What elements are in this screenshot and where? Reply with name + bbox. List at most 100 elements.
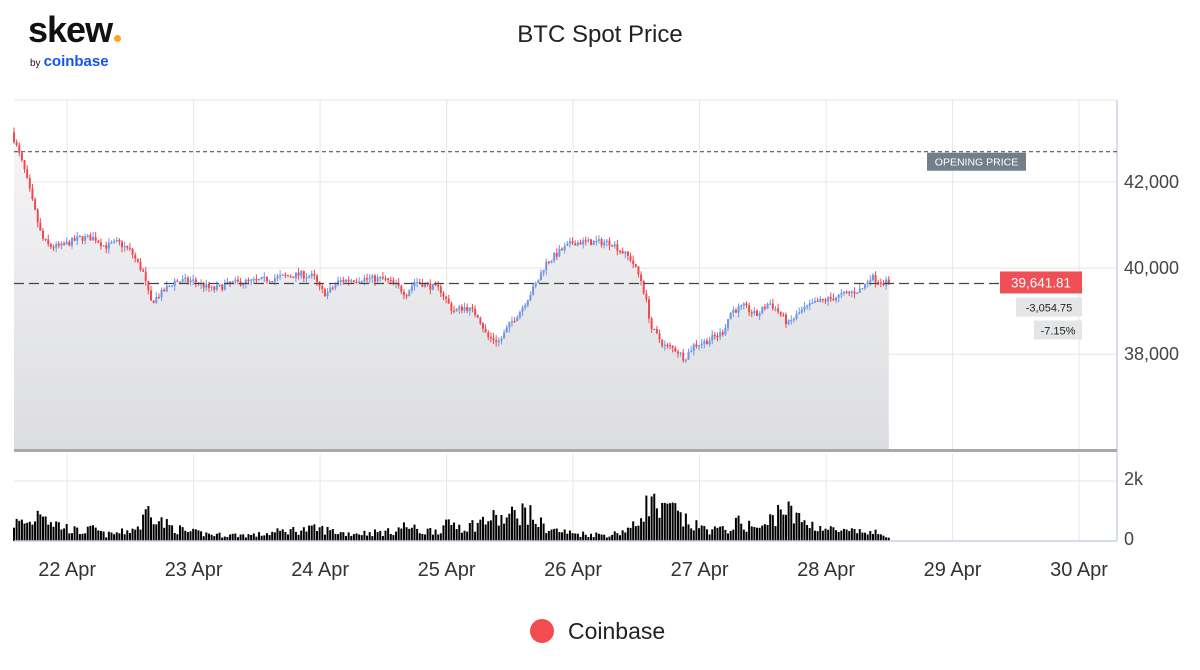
- candle-body: [558, 248, 561, 257]
- candle-body: [334, 284, 337, 288]
- volume-bar: [36, 510, 39, 541]
- candle: [600, 237, 603, 248]
- candle-body: [160, 289, 163, 298]
- candle: [300, 270, 303, 279]
- volume-bar: [481, 516, 484, 541]
- candle: [879, 278, 882, 288]
- candle: [703, 338, 706, 349]
- volume-bar: [107, 531, 110, 541]
- candle: [213, 285, 216, 293]
- candle-body: [821, 298, 824, 301]
- candle-body: [400, 285, 403, 292]
- volume-bar: [44, 516, 47, 541]
- candle: [682, 348, 685, 363]
- candle-body: [389, 280, 392, 282]
- candle: [584, 236, 587, 246]
- candle-body: [84, 236, 87, 241]
- volume-bar: [152, 524, 155, 541]
- volume-bar: [173, 532, 176, 541]
- volume-bar: [384, 530, 387, 541]
- candle-body: [887, 279, 890, 284]
- volume-bar: [534, 523, 537, 541]
- candle: [89, 232, 92, 241]
- candle: [856, 291, 859, 295]
- volume-bar: [329, 530, 332, 541]
- candle-body: [236, 279, 239, 282]
- price-change-label: -3,054.75: [1026, 302, 1072, 314]
- volume-bar: [281, 529, 284, 541]
- volume-bar: [642, 521, 645, 541]
- volume-bar: [118, 533, 121, 541]
- candle: [745, 301, 748, 308]
- candle-body: [674, 347, 677, 352]
- candle-body: [481, 323, 484, 329]
- price-change-pct-badge: -7.15%: [1034, 320, 1082, 340]
- candle: [819, 296, 822, 303]
- candle-body: [582, 240, 585, 245]
- candle: [155, 292, 158, 304]
- last-price-label: 39,641.81: [1011, 275, 1071, 290]
- candle-body: [463, 306, 466, 311]
- candle: [716, 332, 719, 342]
- candle-body: [579, 242, 582, 245]
- candle: [92, 232, 95, 241]
- volume-bar: [763, 524, 766, 541]
- candle: [458, 304, 461, 314]
- volume-bar: [131, 528, 134, 541]
- candle: [329, 283, 332, 294]
- volume-bar: [41, 516, 44, 541]
- candle-body: [666, 344, 669, 346]
- candle-body: [450, 303, 453, 311]
- candle: [476, 314, 479, 319]
- volume-bar: [887, 537, 890, 541]
- candle: [845, 290, 848, 294]
- candle-body: [121, 241, 124, 248]
- candle-body: [824, 299, 827, 302]
- candle: [337, 276, 340, 287]
- volume-bar: [613, 531, 616, 541]
- candle-body: [806, 305, 809, 307]
- candle: [405, 293, 408, 300]
- candle-body: [360, 281, 363, 283]
- candle: [265, 276, 268, 284]
- volume-bar: [392, 535, 395, 541]
- candle-body: [497, 340, 500, 342]
- candle-body: [790, 320, 793, 322]
- x-tick-label: 30 Apr: [1050, 559, 1108, 581]
- candle: [756, 309, 759, 317]
- candle-body: [329, 287, 332, 293]
- volume-bar: [76, 527, 79, 541]
- candle-body: [344, 279, 347, 282]
- candle: [740, 304, 743, 311]
- legend-item-coinbase[interactable]: Coinbase: [530, 615, 665, 647]
- volume-bar: [792, 523, 795, 541]
- candle-body: [147, 280, 150, 291]
- candle-body: [28, 178, 31, 189]
- candle: [192, 274, 195, 285]
- volume-bar: [84, 533, 87, 541]
- candle-body: [300, 271, 303, 276]
- candle: [861, 287, 864, 290]
- volume-bar: [163, 527, 166, 541]
- volume-bar: [503, 523, 506, 541]
- candle-body: [566, 243, 569, 246]
- volume-bar: [123, 534, 126, 541]
- candle: [26, 165, 29, 179]
- volume-bar: [186, 532, 189, 541]
- candle: [779, 311, 782, 318]
- candle: [339, 277, 342, 286]
- candle: [824, 297, 827, 305]
- candle-body: [155, 296, 158, 303]
- volume-bar: [790, 505, 793, 541]
- candle: [650, 316, 653, 333]
- candle-body: [34, 199, 37, 210]
- x-tick-label: 26 Apr: [544, 559, 602, 581]
- candle: [223, 279, 226, 291]
- volume-bar: [57, 522, 60, 541]
- candle-body: [126, 245, 129, 248]
- candle: [313, 269, 316, 280]
- candle: [658, 329, 661, 343]
- candle-body: [102, 245, 105, 247]
- candle: [229, 281, 232, 287]
